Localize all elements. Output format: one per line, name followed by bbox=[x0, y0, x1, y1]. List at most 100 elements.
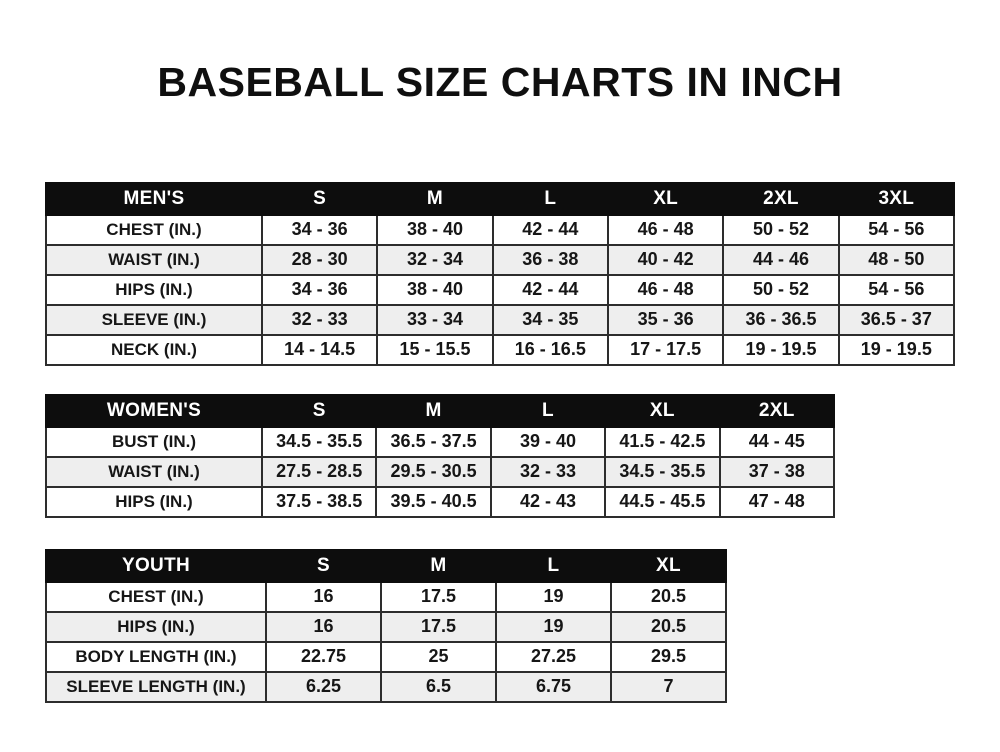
size-header-cell: L bbox=[489, 393, 607, 428]
value-cell: 17.5 bbox=[380, 610, 497, 643]
table-row: HIPS (IN.) 37.5 - 38.5 39.5 - 40.5 42 - 43 4… bbox=[45, 485, 836, 518]
value-cell: 19 - 19.5 bbox=[722, 333, 840, 366]
table-row: SLEEVE (IN.) 32 - 33 33 - 34 34 - 35 35 - 36… bbox=[45, 303, 956, 336]
value-cell: 14 - 14.5 bbox=[260, 333, 379, 366]
size-header-cell: 2XL bbox=[718, 393, 836, 428]
value-cell: 34 - 36 bbox=[260, 213, 379, 246]
size-header-cell: M bbox=[376, 181, 494, 216]
womens-size-table: WOMEN'S S M L XL 2XL BUST (IN.) 34.5 - 35.5 36.… bbox=[45, 393, 836, 518]
value-cell: 36 - 36.5 bbox=[722, 303, 840, 336]
value-cell: 41.5 - 42.5 bbox=[604, 425, 721, 458]
size-header-cell: XL bbox=[610, 548, 727, 583]
value-cell: 6.75 bbox=[495, 670, 612, 703]
measurement-label-cell: BUST (IN.) bbox=[45, 425, 263, 458]
table-row: HIPS (IN.) 34 - 36 38 - 40 42 - 44 46 - 48 50… bbox=[45, 273, 956, 306]
value-cell: 16 - 16.5 bbox=[491, 333, 609, 366]
mens-size-table: MEN'S S M L XL 2XL 3XL CHEST (IN.) 34 - 36 38 - … bbox=[45, 181, 956, 366]
table-title-cell: MEN'S bbox=[45, 181, 263, 216]
value-cell: 6.25 bbox=[265, 670, 382, 703]
size-header-cell: L bbox=[495, 548, 612, 583]
value-cell: 38 - 40 bbox=[376, 273, 494, 306]
table-row: BODY LENGTH (IN.) 22.75 25 27.25 29.5 bbox=[45, 640, 727, 673]
womens-header-row: WOMEN'S S M L XL 2XL bbox=[45, 393, 836, 428]
value-cell: 50 - 52 bbox=[722, 213, 840, 246]
table-title-cell: YOUTH bbox=[45, 548, 267, 583]
value-cell: 34 - 35 bbox=[491, 303, 609, 336]
measurement-label-cell: NECK (IN.) bbox=[45, 333, 263, 366]
value-cell: 19 bbox=[495, 580, 612, 613]
value-cell: 44 - 46 bbox=[722, 243, 840, 276]
size-header-cell: L bbox=[491, 181, 609, 216]
size-header-cell: XL bbox=[606, 181, 725, 216]
value-cell: 32 - 33 bbox=[489, 455, 607, 488]
size-header-cell: 3XL bbox=[837, 181, 956, 216]
value-cell: 44 - 45 bbox=[718, 425, 836, 458]
table-title-cell: WOMEN'S bbox=[45, 393, 263, 428]
youth-size-table: YOUTH S M L XL CHEST (IN.) 16 17.5 19 20.5 HIPS (… bbox=[45, 548, 727, 703]
value-cell: 16 bbox=[265, 580, 382, 613]
size-header-cell: 2XL bbox=[722, 181, 840, 216]
table-row: WAIST (IN.) 27.5 - 28.5 29.5 - 30.5 32 - 33… bbox=[45, 455, 836, 488]
value-cell: 29.5 bbox=[610, 640, 727, 673]
value-cell: 32 - 34 bbox=[376, 243, 494, 276]
value-cell: 16 bbox=[265, 610, 382, 643]
value-cell: 39.5 - 40.5 bbox=[375, 485, 492, 518]
value-cell: 28 - 30 bbox=[260, 243, 379, 276]
table-row: NECK (IN.) 14 - 14.5 15 - 15.5 16 - 16.5 17 … bbox=[45, 333, 956, 366]
size-chart-sheet: BASEBALL SIZE CHARTS IN INCH MEN'S S M L XL 2… bbox=[0, 59, 1000, 752]
measurement-label-cell: WAIST (IN.) bbox=[45, 455, 263, 488]
measurement-label-cell: HIPS (IN.) bbox=[45, 610, 267, 643]
value-cell: 54 - 56 bbox=[837, 213, 956, 246]
value-cell: 44.5 - 45.5 bbox=[604, 485, 721, 518]
table-row: BUST (IN.) 34.5 - 35.5 36.5 - 37.5 39 - 40 4… bbox=[45, 425, 836, 458]
value-cell: 46 - 48 bbox=[606, 213, 725, 246]
value-cell: 17.5 bbox=[380, 580, 497, 613]
value-cell: 46 - 48 bbox=[606, 273, 725, 306]
value-cell: 34.5 - 35.5 bbox=[260, 425, 378, 458]
measurement-label-cell: BODY LENGTH (IN.) bbox=[45, 640, 267, 673]
value-cell: 36 - 38 bbox=[491, 243, 609, 276]
measurement-label-cell: HIPS (IN.) bbox=[45, 485, 263, 518]
size-header-cell: M bbox=[380, 548, 497, 583]
tables-container: MEN'S S M L XL 2XL 3XL CHEST (IN.) 34 - 36 38 - … bbox=[45, 181, 1000, 703]
measurement-label-cell: SLEEVE LENGTH (IN.) bbox=[45, 670, 267, 703]
size-header-cell: S bbox=[260, 181, 379, 216]
value-cell: 20.5 bbox=[610, 580, 727, 613]
value-cell: 19 bbox=[495, 610, 612, 643]
table-row: CHEST (IN.) 16 17.5 19 20.5 bbox=[45, 580, 727, 613]
table-row: SLEEVE LENGTH (IN.) 6.25 6.5 6.75 7 bbox=[45, 670, 727, 703]
measurement-label-cell: SLEEVE (IN.) bbox=[45, 303, 263, 336]
value-cell: 22.75 bbox=[265, 640, 382, 673]
value-cell: 42 - 43 bbox=[489, 485, 607, 518]
page-title: BASEBALL SIZE CHARTS IN INCH bbox=[157, 59, 843, 105]
value-cell: 17 - 17.5 bbox=[606, 333, 725, 366]
value-cell: 42 - 44 bbox=[491, 213, 609, 246]
measurement-label-cell: CHEST (IN.) bbox=[45, 213, 263, 246]
size-header-cell: M bbox=[375, 393, 492, 428]
size-header-cell: S bbox=[265, 548, 382, 583]
value-cell: 39 - 40 bbox=[489, 425, 607, 458]
value-cell: 50 - 52 bbox=[722, 273, 840, 306]
value-cell: 27.5 - 28.5 bbox=[260, 455, 378, 488]
value-cell: 29.5 - 30.5 bbox=[375, 455, 492, 488]
value-cell: 48 - 50 bbox=[837, 243, 956, 276]
youth-header-row: YOUTH S M L XL bbox=[45, 548, 727, 583]
size-header-cell: S bbox=[260, 393, 378, 428]
value-cell: 27.25 bbox=[495, 640, 612, 673]
measurement-label-cell: WAIST (IN.) bbox=[45, 243, 263, 276]
table-row: HIPS (IN.) 16 17.5 19 20.5 bbox=[45, 610, 727, 643]
value-cell: 40 - 42 bbox=[606, 243, 725, 276]
measurement-label-cell: HIPS (IN.) bbox=[45, 273, 263, 306]
value-cell: 38 - 40 bbox=[376, 213, 494, 246]
value-cell: 20.5 bbox=[610, 610, 727, 643]
value-cell: 36.5 - 37 bbox=[837, 303, 956, 336]
value-cell: 15 - 15.5 bbox=[376, 333, 494, 366]
value-cell: 25 bbox=[380, 640, 497, 673]
table-row: WAIST (IN.) 28 - 30 32 - 34 36 - 38 40 - 42 4… bbox=[45, 243, 956, 276]
value-cell: 36.5 - 37.5 bbox=[375, 425, 492, 458]
value-cell: 37.5 - 38.5 bbox=[260, 485, 378, 518]
value-cell: 42 - 44 bbox=[491, 273, 609, 306]
size-header-cell: XL bbox=[604, 393, 721, 428]
mens-header-row: MEN'S S M L XL 2XL 3XL bbox=[45, 181, 956, 216]
value-cell: 47 - 48 bbox=[718, 485, 836, 518]
